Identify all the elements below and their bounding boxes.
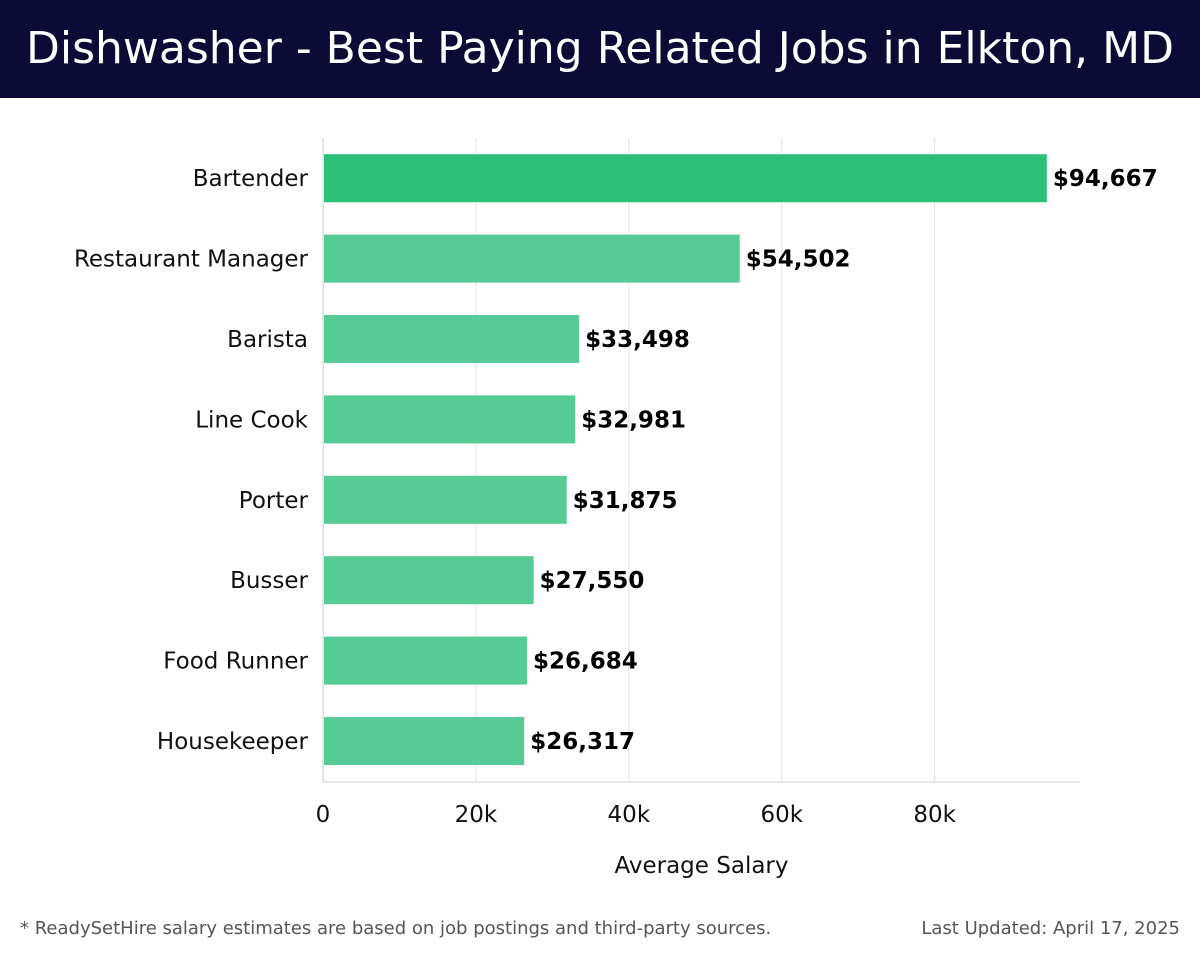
value-label: $32,981	[581, 407, 686, 433]
value-label: $54,502	[746, 247, 851, 273]
value-label: $33,498	[585, 327, 690, 353]
bar-chart: Bartender $94,667 Restaurant Manager $54,50…	[74, 138, 1158, 879]
header-bar: Dishwasher - Best Paying Related Jobs in…	[0, 0, 1200, 98]
bar	[324, 315, 580, 363]
footer-note: * ReadySetHire salary estimates are base…	[20, 918, 772, 939]
value-label: $94,667	[1053, 166, 1158, 192]
bar	[324, 234, 740, 283]
category-label: Bartender	[193, 166, 309, 192]
x-axis-label: Average Salary	[614, 853, 788, 879]
x-tick-label: 0	[316, 802, 331, 828]
category-label: Housekeeper	[157, 729, 309, 755]
bar	[324, 636, 528, 685]
value-label: $26,317	[530, 729, 635, 755]
bar	[324, 154, 1047, 203]
x-tick-label: 40k	[608, 802, 651, 828]
value-label: $26,684	[533, 649, 638, 675]
value-label: $31,875	[573, 488, 678, 514]
footer-updated: Last Updated: April 17, 2025	[921, 918, 1180, 939]
x-tick-label: 60k	[760, 802, 803, 828]
bar	[324, 717, 525, 765]
category-label: Line Cook	[195, 407, 308, 433]
category-label: Busser	[230, 568, 308, 594]
page-title: Dishwasher - Best Paying Related Jobs in…	[26, 23, 1174, 74]
value-label: $27,550	[540, 568, 645, 594]
category-label: Food Runner	[163, 649, 308, 675]
bar	[324, 475, 567, 524]
category-label: Porter	[239, 488, 309, 514]
bar	[324, 395, 576, 444]
category-label: Barista	[227, 327, 308, 353]
x-tick-label: 80k	[913, 802, 956, 828]
bar	[324, 556, 534, 605]
x-tick-label: 20k	[455, 802, 498, 828]
category-label: Restaurant Manager	[74, 247, 309, 273]
